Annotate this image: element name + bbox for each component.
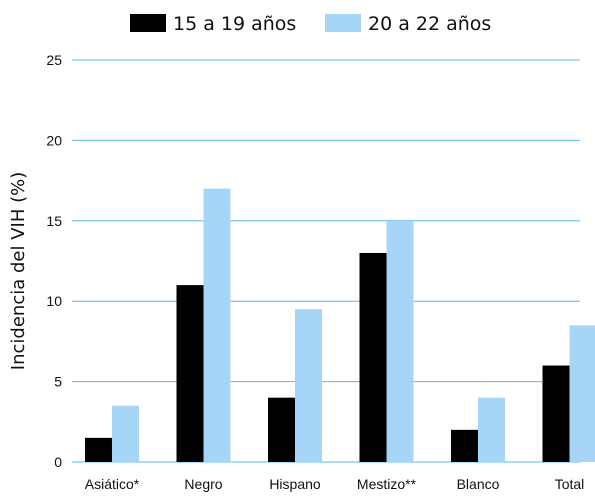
y-tick-label: 10 bbox=[46, 293, 62, 309]
bar-20-22-0 bbox=[112, 405, 139, 462]
y-axis-title: Incidencia del VIH (%) bbox=[8, 172, 29, 370]
bar-15-19-1 bbox=[176, 285, 204, 462]
legend-swatch-15-19 bbox=[130, 14, 166, 32]
y-tick-label: 20 bbox=[46, 132, 62, 148]
y-tick-label: 5 bbox=[54, 374, 62, 390]
bar-15-19-3 bbox=[359, 252, 387, 462]
bar-15-19-5 bbox=[542, 365, 570, 462]
y-axis-tick-labels: 0 5 10 15 20 25 bbox=[46, 52, 62, 470]
bars bbox=[85, 188, 595, 462]
x-axis-category-labels: Asiático* Negro Hispano Mestizo** Blanco Tota… bbox=[85, 476, 585, 492]
legend-label-20-22: 20 a 22 años bbox=[368, 13, 491, 35]
bar-20-22-2 bbox=[295, 309, 322, 462]
legend: 15 a 19 años 20 a 22 años bbox=[130, 13, 491, 35]
x-category-label: Negro bbox=[184, 476, 222, 492]
x-category-label: Asiático* bbox=[85, 476, 140, 492]
bar-15-19-0 bbox=[85, 437, 112, 462]
bar-20-22-5 bbox=[569, 325, 595, 462]
legend-swatch-20-22 bbox=[325, 14, 361, 32]
legend-label-15-19: 15 a 19 años bbox=[173, 13, 296, 35]
bar-15-19-4 bbox=[451, 429, 478, 462]
bar-15-19-2 bbox=[268, 397, 295, 462]
bar-20-22-4 bbox=[478, 397, 505, 462]
y-tick-label: 15 bbox=[46, 213, 62, 229]
y-tick-label: 0 bbox=[54, 454, 62, 470]
bar-20-22-3 bbox=[386, 220, 414, 462]
x-category-label: Mestizo** bbox=[357, 476, 417, 492]
y-tick-label: 25 bbox=[46, 52, 62, 68]
bar-20-22-1 bbox=[203, 188, 231, 462]
x-category-label: Blanco bbox=[457, 476, 500, 492]
x-category-label: Hispano bbox=[269, 476, 321, 492]
x-category-label: Total bbox=[555, 476, 585, 492]
